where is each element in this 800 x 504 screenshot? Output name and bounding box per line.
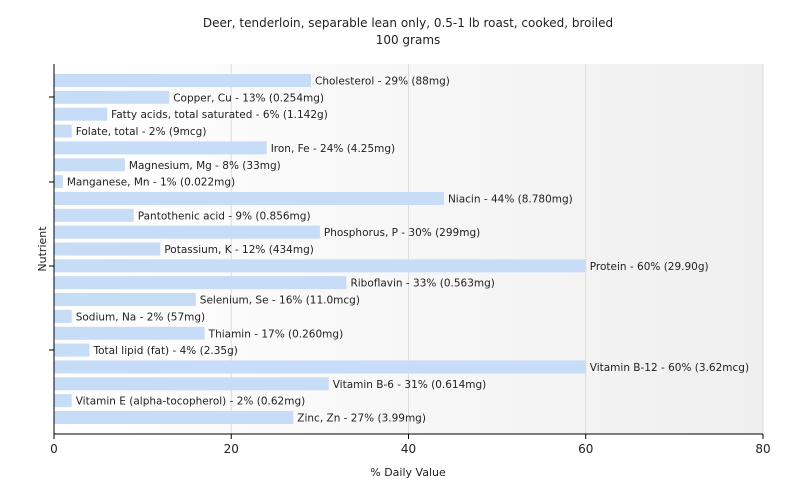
x-axis-label: % Daily Value: [370, 466, 446, 479]
bar-label: Phosphorus, P - 30% (299mg): [324, 227, 480, 239]
bar-label: Sodium, Na - 2% (57mg): [76, 311, 205, 323]
bar: [54, 141, 267, 155]
bar-label: Total lipid (fat) - 4% (2.35g): [92, 345, 237, 357]
bar-label: Zinc, Zn - 27% (3.99mg): [297, 413, 426, 425]
x-tick-label: 80: [755, 442, 770, 456]
bar: [54, 411, 294, 424]
bar-label: Protein - 60% (29.90g): [590, 261, 709, 273]
y-axis-label: Nutrient: [36, 226, 49, 272]
bar-label: Copper, Cu - 13% (0.254mg): [173, 92, 324, 104]
bar: [54, 191, 444, 205]
bar: [54, 343, 90, 357]
bar: [54, 225, 320, 239]
bar: [54, 208, 134, 222]
bar-label: Iron, Fe - 24% (4.25mg): [271, 143, 395, 155]
bar-label: Thiamin - 17% (0.260mg): [208, 328, 344, 340]
chart-title: Deer, tenderloin, separable lean only, 0…: [203, 16, 613, 30]
x-tick-label: 20: [224, 442, 239, 456]
axes: 0 20 40 60 80: [49, 64, 771, 456]
bar-label: Vitamin B-12 - 60% (3.62mcg): [590, 362, 749, 374]
bar: [54, 175, 63, 189]
bar: [54, 326, 205, 340]
bar: [54, 107, 108, 121]
bar: [54, 259, 586, 273]
bar: [54, 360, 586, 374]
chart-subtitle: 100 grams: [376, 33, 441, 47]
bar: [54, 242, 161, 256]
bar: [54, 276, 347, 290]
bar-label: Fatty acids, total saturated - 6% (1.142…: [111, 109, 328, 121]
x-tick-label: 60: [578, 442, 593, 456]
x-tick-label: 40: [401, 442, 416, 456]
bar-label: Manganese, Mn - 1% (0.022mg): [67, 177, 235, 189]
bar: [54, 309, 72, 323]
bar: [54, 377, 329, 391]
bar-label: Pantothenic acid - 9% (0.856mg): [138, 210, 311, 222]
bar-label: Potassium, K - 12% (434mg): [164, 244, 314, 256]
bar-label: Magnesium, Mg - 8% (33mg): [129, 160, 281, 172]
bar-label: Vitamin E (alpha-tocopherol) - 2% (0.62m…: [76, 396, 306, 408]
bars: Cholesterol - 29% (88mg) Copper, Cu - 13%…: [54, 74, 749, 425]
bar-label: Cholesterol - 29% (88mg): [315, 76, 450, 88]
x-tick-label: 0: [50, 442, 58, 456]
bar-label: Folate, total - 2% (9mcg): [76, 126, 207, 138]
bar-label: Vitamin B-6 - 31% (0.614mg): [333, 379, 487, 391]
bar: [54, 124, 72, 138]
bar-label: Riboflavin - 33% (0.563mg): [350, 278, 494, 290]
bar: [54, 293, 196, 307]
bar-label: Niacin - 44% (8.780mg): [448, 193, 573, 205]
bar-label: Selenium, Se - 16% (11.0mcg): [200, 295, 360, 307]
bar: [54, 394, 72, 408]
bar: [54, 74, 312, 87]
bar: [54, 90, 170, 104]
bar: [54, 158, 125, 172]
